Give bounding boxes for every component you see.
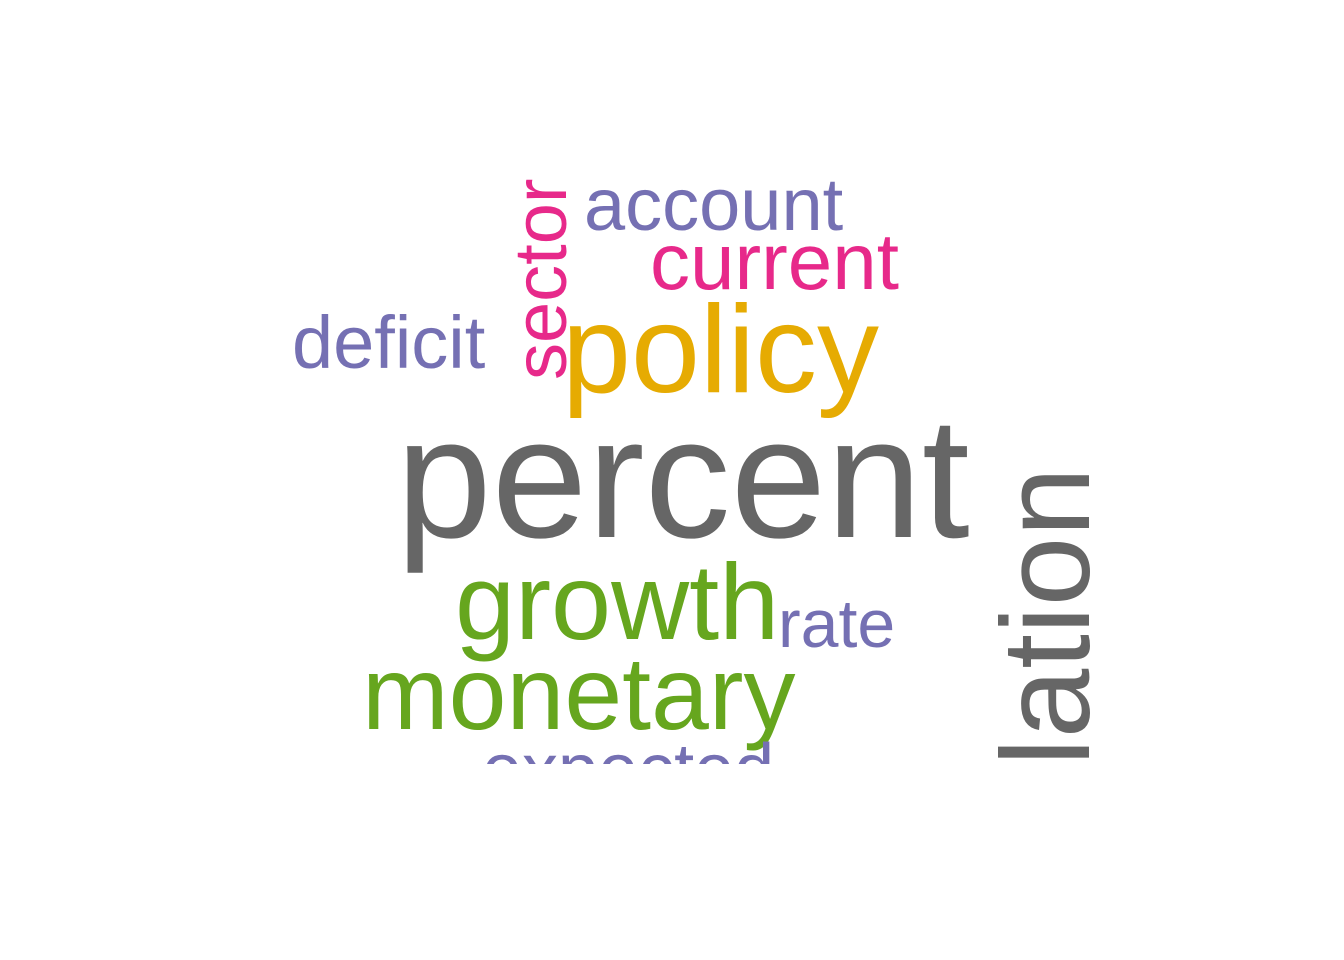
word-inflation: inflation bbox=[977, 467, 1116, 764]
word-deficit: deficit bbox=[292, 301, 486, 384]
word-current: current bbox=[650, 217, 899, 306]
word-cloud-clip-region: percent inflation policy growth monetary… bbox=[292, 163, 1116, 765]
word-percent: percent bbox=[396, 382, 970, 574]
word-growth: growth bbox=[455, 541, 780, 662]
word-rate: rate bbox=[778, 586, 896, 662]
word-expected: expected bbox=[482, 734, 774, 764]
word-policy: policy bbox=[562, 281, 880, 419]
word-sector: sector bbox=[499, 178, 582, 380]
word-account: account bbox=[584, 163, 844, 246]
word-monetary: monetary bbox=[362, 636, 796, 752]
